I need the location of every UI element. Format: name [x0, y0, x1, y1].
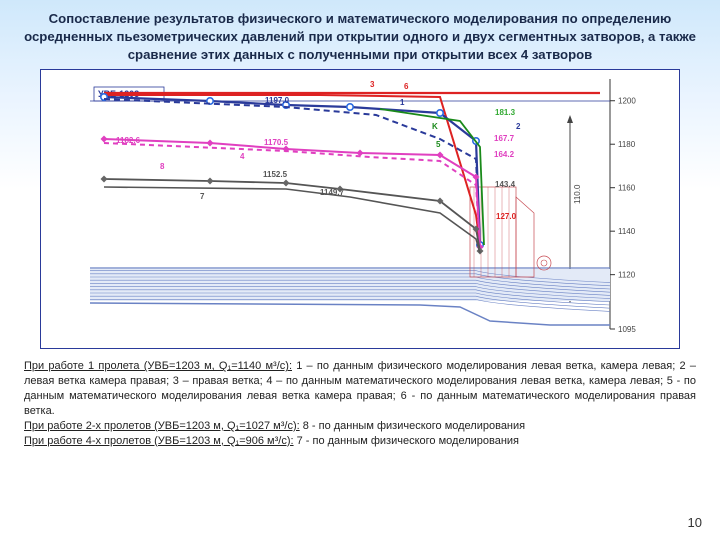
caption-block: При работе 1 пролета (УВБ=1203 м, Q₁=114… [24, 359, 696, 448]
svg-text:7: 7 [200, 192, 205, 201]
caption-line3-u: При работе 4-х пролетов (УВБ=1203 м, Q₁=… [24, 435, 294, 447]
svg-text:1140: 1140 [618, 228, 636, 237]
svg-text:1095: 1095 [618, 325, 636, 334]
svg-text:4: 4 [240, 152, 245, 161]
svg-text:8: 8 [160, 162, 165, 171]
svg-text:1149.7: 1149.7 [320, 188, 345, 197]
svg-text:3: 3 [370, 80, 375, 89]
caption-line3: 7 - по данным физического моделирования [294, 435, 519, 447]
caption-line2: 8 - по данным физического моделирования [300, 420, 525, 432]
svg-text:1: 1 [400, 98, 405, 107]
svg-text:1182.6: 1182.6 [116, 136, 141, 145]
svg-text:1170.5: 1170.5 [264, 138, 289, 147]
svg-text:181.3: 181.3 [495, 108, 516, 117]
chart-svg: 1095112011401160118012001220110.0УВБ 120… [40, 69, 680, 349]
chart-container: 1095112011401160118012001220110.0УВБ 120… [40, 69, 680, 349]
page-number: 10 [688, 515, 702, 530]
caption-line1-u: При работе 1 пролета (УВБ=1203 м, Q₁=114… [24, 360, 292, 372]
svg-text:6: 6 [404, 82, 409, 91]
svg-text:167.7: 167.7 [494, 134, 515, 143]
svg-text:143.4: 143.4 [495, 180, 516, 189]
svg-text:5: 5 [436, 140, 441, 149]
svg-text:164.2: 164.2 [494, 150, 515, 159]
svg-text:1200: 1200 [618, 97, 636, 106]
svg-text:1180: 1180 [618, 141, 636, 150]
caption-line2-u: При работе 2-х пролетов (УВБ=1203 м, Q₁=… [24, 420, 300, 432]
svg-text:127.0: 127.0 [496, 212, 517, 221]
svg-text:1197.0: 1197.0 [265, 96, 290, 105]
svg-text:1120: 1120 [618, 271, 636, 280]
slide-title: Сопоставление результатов физического и … [24, 10, 696, 63]
svg-text:110.0: 110.0 [573, 184, 582, 204]
svg-text:1160: 1160 [618, 184, 636, 193]
svg-text:1152.5: 1152.5 [263, 170, 288, 179]
svg-text:K: K [432, 122, 438, 131]
svg-text:2: 2 [516, 122, 521, 131]
